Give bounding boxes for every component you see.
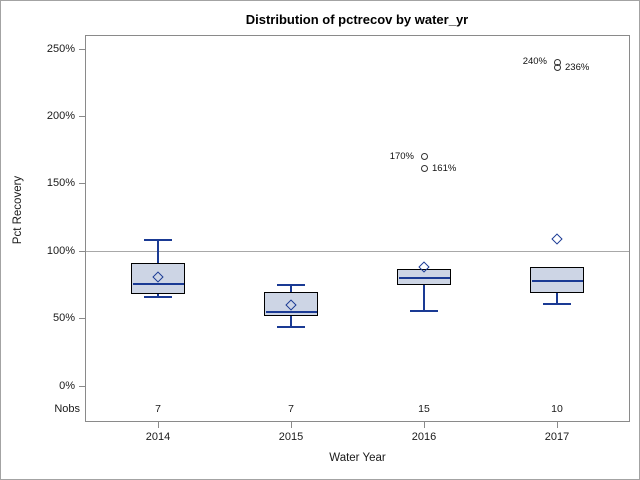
y-tick-label: 50% [52, 312, 75, 325]
upper-whisker-cap [144, 239, 172, 242]
lower-whisker-cap [144, 296, 172, 299]
chart-title: Distribution of pctrecov by water_yr [245, 12, 469, 27]
y-tick-mark [79, 115, 85, 117]
upper-whisker-cap [277, 283, 305, 286]
nobs-value: 15 [418, 403, 430, 415]
lower-whisker-line [423, 284, 425, 311]
nobs-value: 7 [155, 403, 161, 415]
y-tick-label: 100% [46, 244, 75, 257]
iqr-box [131, 263, 185, 295]
lower-whisker-cap [410, 309, 438, 312]
median-line [398, 277, 450, 280]
lower-whisker-line [556, 292, 558, 304]
x-tick-mark [290, 422, 292, 428]
plot-area [85, 35, 630, 422]
x-category-label: 2015 [278, 431, 304, 443]
x-category-label: 2016 [411, 431, 437, 443]
y-tick-label: 0% [59, 379, 75, 392]
x-tick-mark [157, 422, 159, 428]
nobs-value: 10 [551, 403, 563, 415]
y-tick-mark [79, 250, 85, 252]
outlier-value-label: 170% [389, 150, 414, 162]
outlier-point [420, 153, 428, 161]
reference-line-100pct [86, 251, 629, 253]
median-line [265, 310, 317, 313]
lower-whisker-cap [543, 302, 571, 305]
y-tick-label: 150% [46, 177, 75, 190]
upper-whisker-line [157, 240, 159, 264]
outlier-value-label: 240% [522, 56, 547, 68]
y-tick-mark [79, 48, 85, 50]
x-tick-mark [556, 422, 558, 428]
lower-whisker-line [290, 315, 292, 327]
y-tick-mark [79, 385, 85, 387]
outlier-point [420, 165, 428, 173]
lower-whisker-line [157, 294, 159, 298]
nobs-value: 7 [288, 403, 294, 415]
y-tick-label: 200% [46, 109, 75, 122]
x-axis-title: Water Year [329, 452, 386, 464]
x-category-label: 2017 [544, 431, 570, 443]
y-tick-mark [79, 318, 85, 320]
outlier-point [553, 64, 561, 72]
y-axis-title: Pct Recovery [12, 175, 24, 245]
lower-whisker-cap [277, 325, 305, 328]
median-line [132, 282, 184, 285]
x-tick-mark [423, 422, 425, 428]
x-category-label: 2014 [145, 431, 171, 443]
outlier-value-label: 161% [432, 162, 457, 174]
y-tick-label: 250% [46, 42, 75, 55]
upper-whisker-line [290, 284, 292, 292]
iqr-box [397, 268, 451, 285]
outlier-value-label: 236% [565, 61, 590, 73]
nobs-row-label: Nobs [54, 403, 80, 415]
y-tick-mark [79, 183, 85, 185]
median-line [531, 279, 583, 282]
